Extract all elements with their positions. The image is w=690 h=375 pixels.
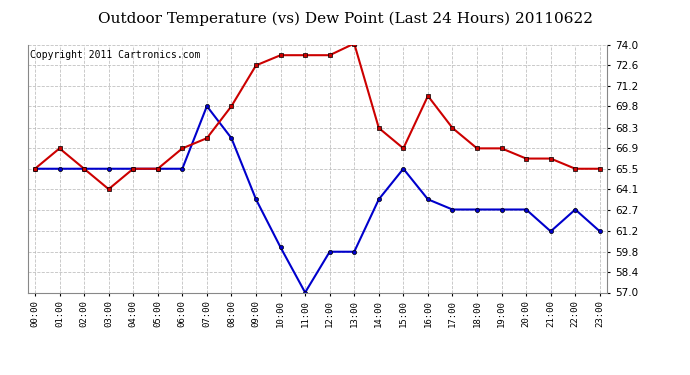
Text: Copyright 2011 Cartronics.com: Copyright 2011 Cartronics.com	[30, 50, 201, 60]
Text: Outdoor Temperature (vs) Dew Point (Last 24 Hours) 20110622: Outdoor Temperature (vs) Dew Point (Last…	[97, 11, 593, 26]
